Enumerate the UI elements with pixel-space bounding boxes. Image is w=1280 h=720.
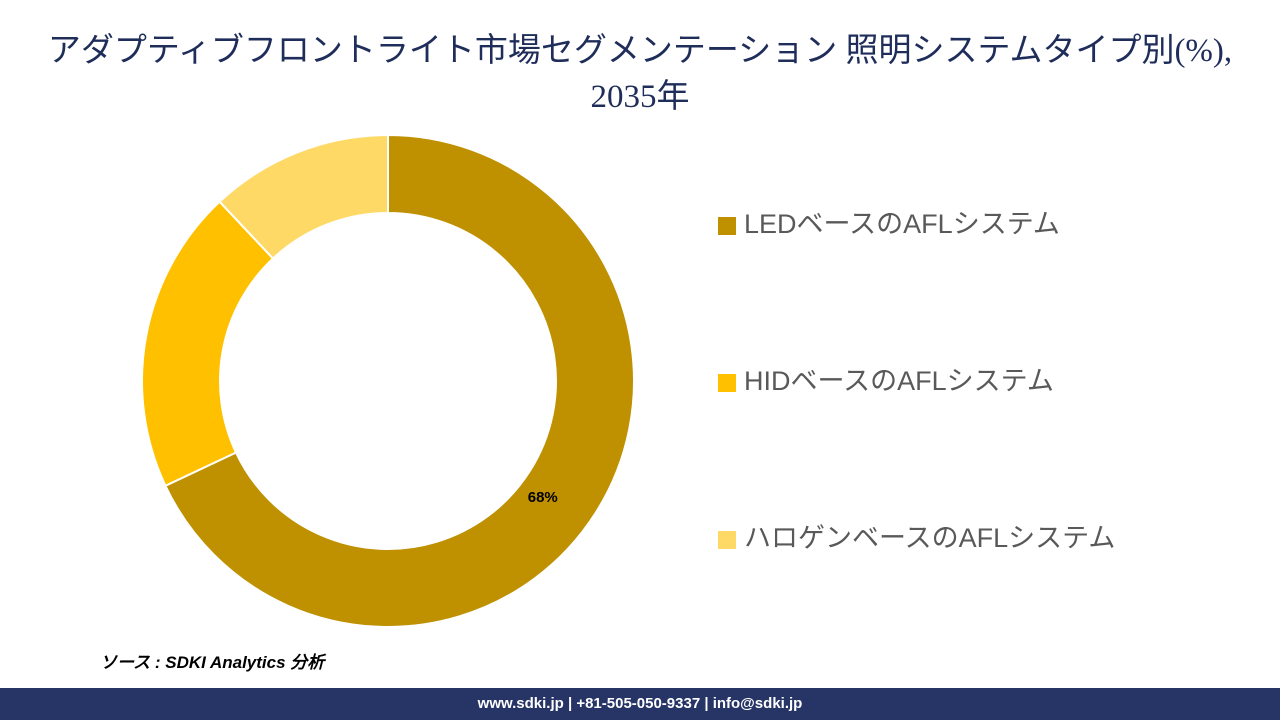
legend-swatch bbox=[718, 217, 736, 235]
footer: www.sdki.jp | +81-505-050-9337 | info@sd… bbox=[0, 688, 1280, 720]
donut-segment bbox=[164, 133, 635, 628]
legend-swatch bbox=[718, 531, 736, 549]
legend-label: HIDベースのAFLシステム bbox=[744, 366, 1054, 396]
chart: 68% LEDベースのAFLシステム HIDベースのAFLシステムハロゲンベースのA… bbox=[141, 133, 1115, 628]
donut-segment bbox=[141, 200, 275, 488]
donut-segment bbox=[218, 133, 389, 260]
legend-label: ハロゲンベースのAFLシステム bbox=[744, 523, 1115, 553]
data-label: 68% bbox=[528, 489, 558, 506]
legend-swatch bbox=[718, 374, 736, 392]
legend-label: LEDベースのAFLシステム bbox=[744, 209, 1060, 239]
source: ソース : SDKI Analytics 分析 bbox=[100, 653, 325, 672]
chart-title: アダプティブフロントライト市場セグメンテーション 照明システムタイプ別(%), … bbox=[47, 33, 1233, 115]
